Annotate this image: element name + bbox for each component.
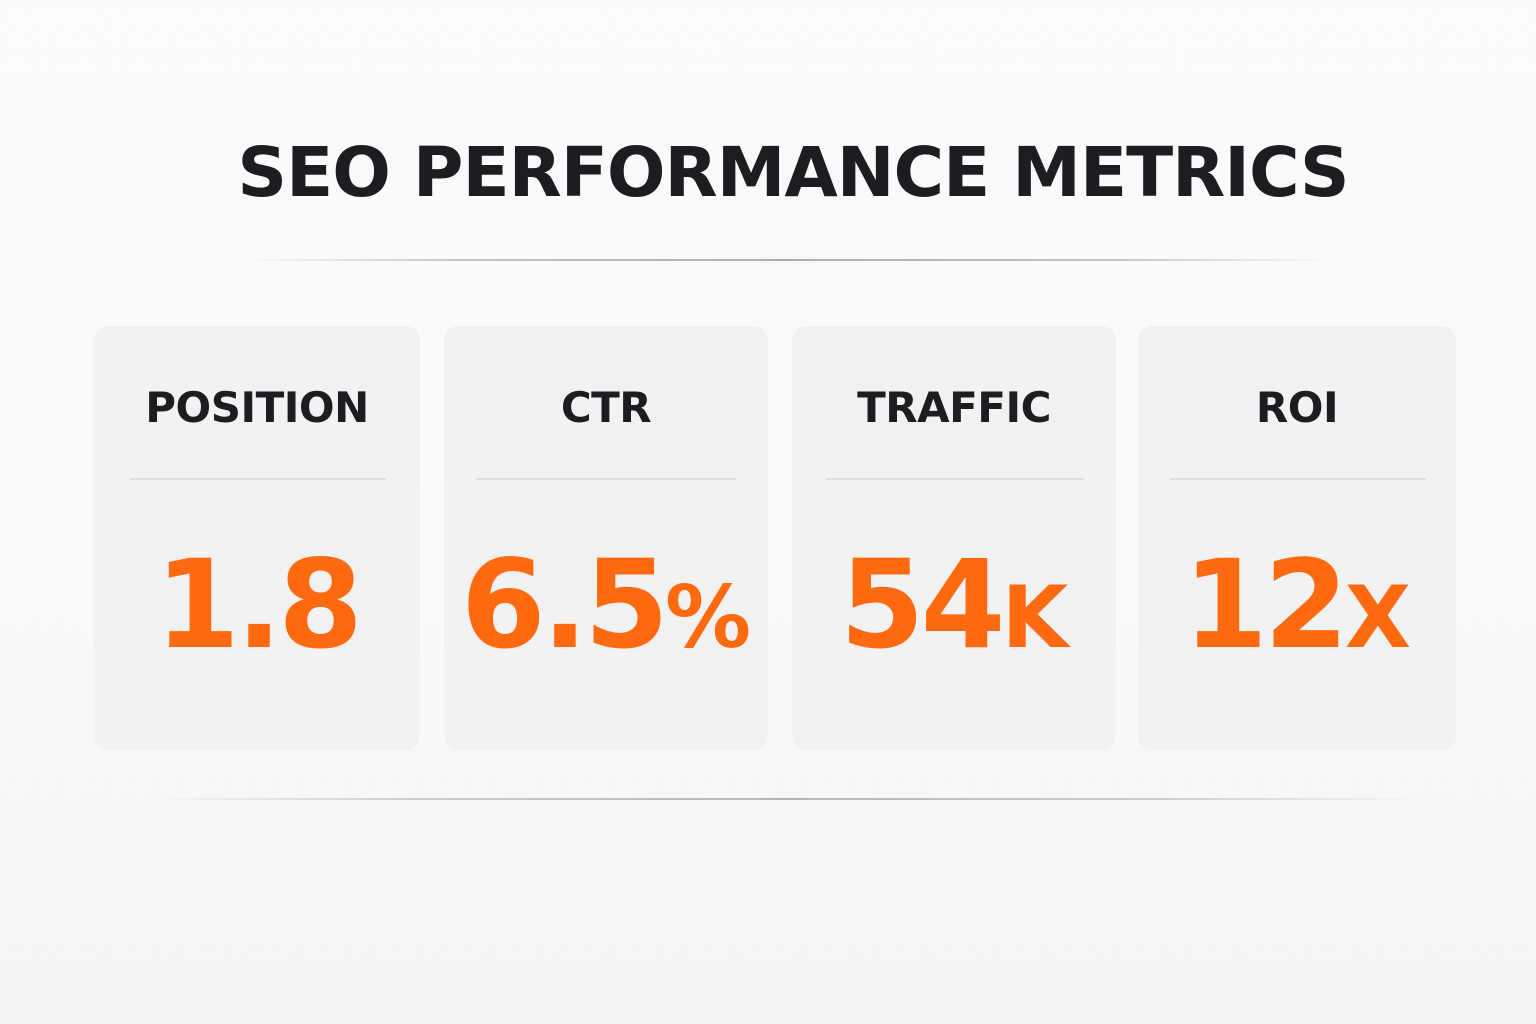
- metric-value-suffix: %: [664, 568, 752, 668]
- metric-label-ctr: CTR: [560, 383, 652, 432]
- metric-card-roi: [1138, 326, 1456, 750]
- metric-card-position: [94, 326, 420, 750]
- page-title: SEO PERFORMANCE METRICS: [237, 133, 1349, 213]
- metric-value-number: 12: [1182, 534, 1349, 676]
- metric-value-position: 1.8: [94, 530, 420, 693]
- metric-card-divider: [826, 478, 1084, 480]
- metric-value-roi: 12X: [1138, 530, 1456, 693]
- metric-value-ctr: 6.5%: [444, 530, 768, 693]
- metric-value-suffix: K: [1001, 568, 1069, 668]
- metric-label-roi: ROI: [1255, 383, 1339, 432]
- metric-value-number: 1.8: [154, 534, 363, 676]
- metric-value-number: 54: [839, 534, 1006, 676]
- metric-value-number: 6.5: [460, 534, 669, 676]
- metric-label-traffic: TRAFFIC: [857, 383, 1051, 432]
- metric-label-position: POSITION: [145, 383, 369, 432]
- metric-value-traffic: 54K: [792, 530, 1116, 693]
- metric-card-ctr: [444, 326, 768, 750]
- metric-card-divider: [130, 478, 386, 480]
- metric-card-traffic: [792, 326, 1116, 750]
- metric-value-suffix: X: [1344, 568, 1412, 668]
- title-divider: [246, 259, 1330, 261]
- metric-card-divider: [1170, 478, 1426, 480]
- footer-divider: [152, 798, 1420, 800]
- metric-card-divider: [476, 478, 736, 480]
